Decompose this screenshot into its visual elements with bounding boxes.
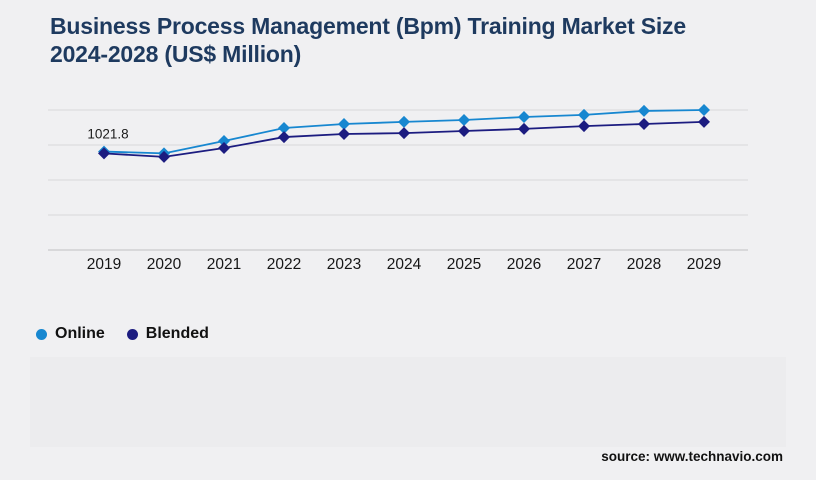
chart-title-line1: Business Process Management (Bpm) Traini… xyxy=(50,13,686,39)
svg-text:2029: 2029 xyxy=(687,256,721,273)
legend-label-online: Online xyxy=(55,325,105,342)
chart-title-line2: 2024-2028 (US$ Million) xyxy=(50,41,302,67)
svg-text:2026: 2026 xyxy=(507,256,541,273)
svg-text:1021.8: 1021.8 xyxy=(87,127,128,142)
blended-series-dot-icon xyxy=(126,328,138,340)
svg-text:2023: 2023 xyxy=(327,256,361,273)
svg-text:2019: 2019 xyxy=(87,256,121,273)
svg-text:2020: 2020 xyxy=(147,256,182,273)
chart-legend: Online Blended xyxy=(36,325,209,343)
legend-label-blended: Blended xyxy=(145,325,209,342)
chart-title: Business Process Management (Bpm) Traini… xyxy=(50,12,795,68)
source-attribution: source: www.technavio.com xyxy=(601,449,783,464)
legend-item-online: Online xyxy=(36,325,105,343)
svg-text:2027: 2027 xyxy=(567,256,601,273)
svg-text:2025: 2025 xyxy=(447,256,481,273)
svg-text:2028: 2028 xyxy=(627,256,661,273)
svg-text:2024: 2024 xyxy=(387,256,422,273)
svg-text:2022: 2022 xyxy=(267,256,301,273)
legend-item-blended: Blended xyxy=(126,325,209,343)
line-chart: 2019 2020 2021 2022 2023 2024 2025 2026 2027 2028… xyxy=(48,104,748,273)
online-series-dot-icon xyxy=(36,328,47,340)
background-panel xyxy=(30,357,786,447)
svg-text:2021: 2021 xyxy=(207,256,241,273)
